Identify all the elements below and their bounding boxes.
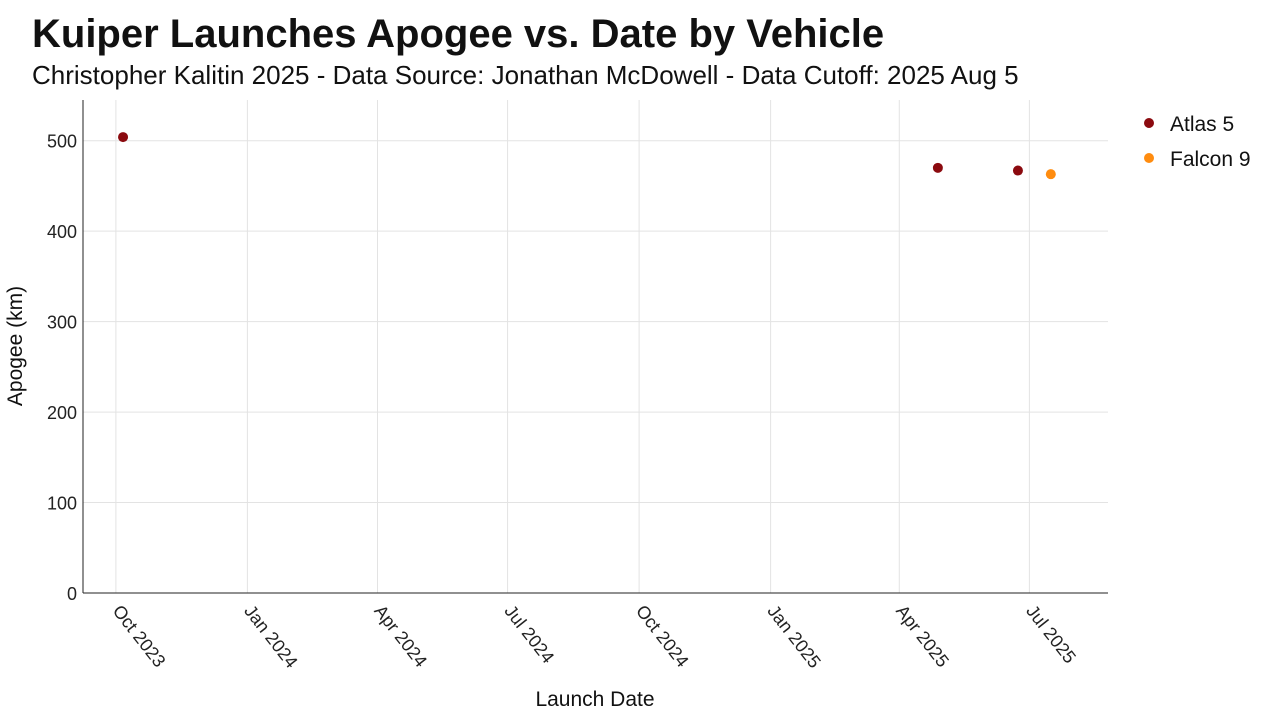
x-tick-label: Apr 2025 [892, 601, 953, 671]
legend-marker [1144, 153, 1154, 163]
y-axis-label: Apogee (km) [4, 286, 27, 406]
x-tick-label: Jul 2025 [1022, 601, 1080, 667]
x-tick-label: Jan 2024 [240, 601, 301, 672]
y-tick-label: 400 [47, 222, 77, 242]
x-tick-label: Jul 2024 [500, 601, 558, 667]
data-point-atlas-5[interactable] [932, 162, 943, 173]
y-tick-label: 500 [47, 132, 77, 152]
legend-label[interactable]: Atlas 5 [1170, 113, 1234, 136]
grid-lines [83, 100, 1108, 593]
y-tick-labels: 0 100 200 300 400 500 [47, 132, 77, 604]
x-axis-label: Launch Date [535, 688, 654, 711]
data-points [118, 132, 1056, 180]
x-tick-label: Jan 2025 [763, 601, 824, 672]
axes [82, 100, 1108, 594]
data-point-atlas-5[interactable] [1012, 165, 1023, 176]
data-point-atlas-5[interactable] [118, 132, 129, 143]
x-tick-label: Apr 2024 [370, 601, 431, 671]
x-tick-labels: Oct 2023 Jan 2024 Apr 2024 Jul 2024 Oct 2024… [109, 601, 1080, 672]
chart-title: Kuiper Launches Apogee vs. Date by Vehic… [32, 12, 885, 56]
data-point-falcon-9[interactable] [1045, 169, 1056, 180]
y-tick-label: 0 [67, 584, 77, 604]
y-tick-label: 200 [47, 403, 77, 423]
legend-label[interactable]: Falcon 9 [1170, 148, 1251, 171]
legend[interactable]: Atlas 5 Falcon 9 [1144, 113, 1251, 171]
x-tick-label: Oct 2024 [632, 601, 693, 671]
y-tick-label: 100 [47, 494, 77, 514]
y-tick-label: 300 [47, 313, 77, 333]
x-tick-label: Oct 2023 [109, 601, 170, 671]
legend-marker [1144, 118, 1154, 128]
chart-subtitle: Christopher Kalitin 2025 - Data Source: … [32, 60, 1019, 90]
